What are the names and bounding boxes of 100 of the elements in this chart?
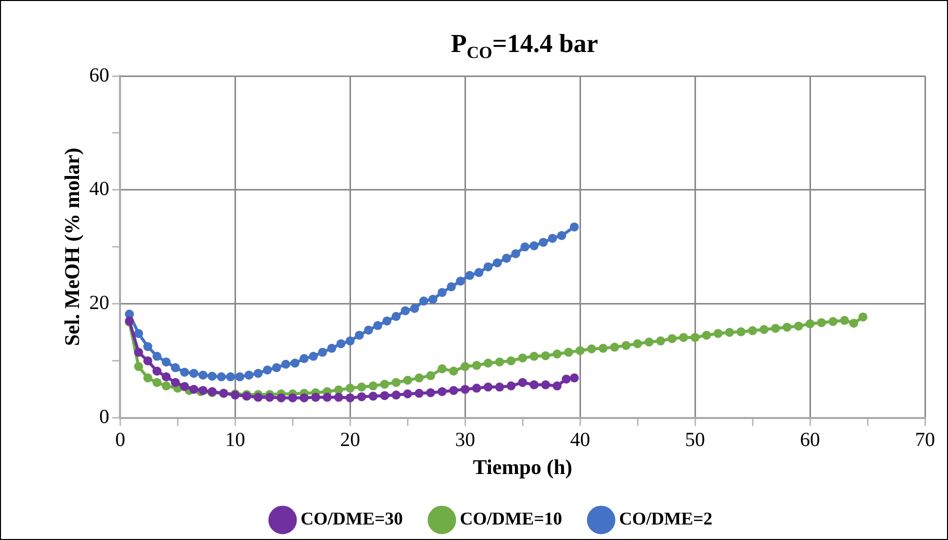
y-tick-label: 60 <box>89 64 110 86</box>
point <box>570 222 579 232</box>
point <box>449 386 458 395</box>
point <box>189 368 198 378</box>
point <box>170 378 180 387</box>
point <box>520 242 530 252</box>
point <box>336 339 346 348</box>
chart-title: P$_{CO}$=14.4 bar <box>450 29 600 64</box>
point <box>180 382 190 391</box>
point <box>460 384 470 394</box>
point <box>254 392 263 402</box>
point <box>134 328 144 338</box>
y-tick-label: 40 <box>89 178 110 200</box>
point <box>334 392 344 402</box>
point <box>254 368 263 378</box>
point <box>281 360 290 369</box>
point <box>506 381 516 390</box>
point <box>438 387 447 396</box>
x-tick-label: 10 <box>225 429 246 452</box>
point <box>410 304 420 313</box>
point <box>180 368 190 377</box>
point <box>380 391 390 400</box>
point <box>492 258 502 268</box>
x-tick-label: 30 <box>455 429 476 452</box>
point <box>502 254 512 263</box>
x-axis-title: Tiempo (h) <box>472 454 572 479</box>
point <box>456 276 466 286</box>
point <box>143 356 152 366</box>
point <box>570 373 579 382</box>
point <box>226 372 236 382</box>
point <box>373 321 382 330</box>
point <box>552 381 562 390</box>
point <box>322 392 332 402</box>
point <box>484 262 493 272</box>
point <box>538 238 548 247</box>
point <box>357 392 366 402</box>
point <box>557 231 566 240</box>
point <box>426 388 436 398</box>
point <box>162 357 171 366</box>
y-tick-label: 0 <box>99 406 110 428</box>
point <box>189 384 198 394</box>
point <box>428 294 438 304</box>
point <box>484 382 493 392</box>
point <box>308 352 318 361</box>
point <box>262 365 272 374</box>
point <box>288 393 298 402</box>
point <box>318 348 328 357</box>
point <box>472 384 482 393</box>
point <box>300 354 309 364</box>
point <box>346 336 355 346</box>
point <box>392 312 401 321</box>
point <box>414 388 424 398</box>
point <box>354 330 364 340</box>
point <box>134 348 144 357</box>
x-tick-label: 50 <box>685 429 706 452</box>
point <box>364 326 374 335</box>
legend-label: CO/DME=10 <box>460 508 562 529</box>
point <box>495 382 504 392</box>
point <box>300 393 309 402</box>
point <box>474 268 484 278</box>
point <box>438 288 447 297</box>
point <box>465 270 474 280</box>
point <box>403 389 412 398</box>
point <box>530 241 539 250</box>
legend-label: CO/DME=2 <box>619 508 712 529</box>
point <box>208 372 217 381</box>
x-tick-label: 70 <box>915 429 935 452</box>
point <box>346 393 355 402</box>
point <box>198 370 208 380</box>
point <box>311 392 320 402</box>
point <box>548 234 557 243</box>
x-tick-label: 0 <box>115 429 126 452</box>
point <box>419 296 428 306</box>
point <box>368 392 378 401</box>
point <box>272 363 282 372</box>
point <box>530 380 539 390</box>
x-tick-label: 60 <box>800 429 820 452</box>
point <box>143 342 152 352</box>
point <box>541 380 550 390</box>
x-tick-label: 20 <box>340 429 360 452</box>
x-tick-label: 40 <box>570 429 590 452</box>
point <box>562 374 571 384</box>
point <box>392 390 401 400</box>
point <box>244 370 254 380</box>
point <box>265 392 274 402</box>
point <box>170 363 180 372</box>
point <box>235 372 244 382</box>
y-axis-title: Sel. MeOH (% molar) <box>60 148 84 346</box>
point <box>400 306 410 316</box>
point <box>446 282 456 292</box>
point <box>276 393 286 402</box>
point <box>216 372 226 382</box>
point <box>162 372 171 382</box>
legend-label: CO/DME=30 <box>300 508 403 529</box>
point <box>511 249 520 258</box>
point <box>152 366 162 376</box>
point <box>327 344 336 353</box>
point <box>290 358 300 368</box>
point <box>518 378 528 387</box>
point <box>152 352 162 361</box>
